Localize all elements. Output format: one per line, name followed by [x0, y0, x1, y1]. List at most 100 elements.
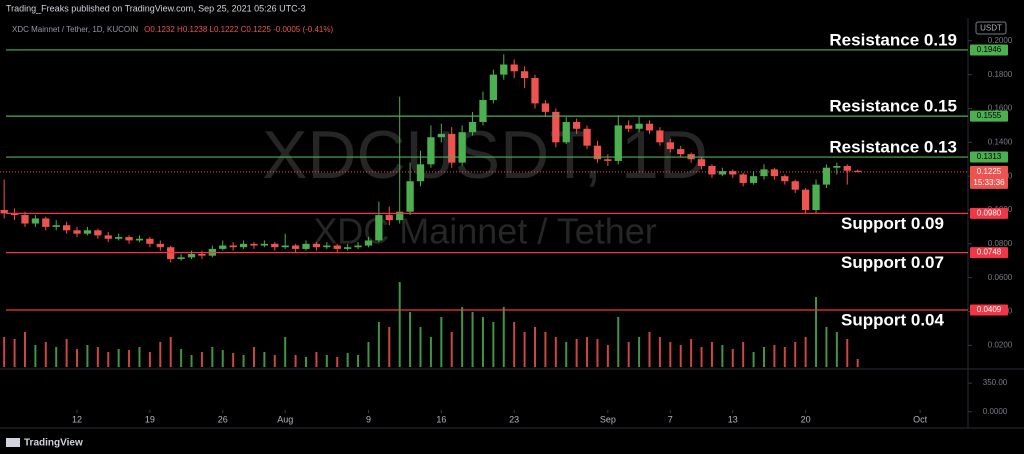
- candle-body: [458, 132, 466, 163]
- candle-body: [135, 238, 144, 241]
- candle-body: [479, 100, 487, 123]
- candle-body: [125, 237, 133, 241]
- volume-bar: [419, 327, 422, 367]
- candle-body: [281, 245, 289, 248]
- volume-bar: [669, 342, 672, 367]
- candle-body: [21, 215, 29, 224]
- volume-bar: [169, 337, 172, 367]
- y-tick-label: 0.1800: [988, 70, 1013, 79]
- candle-body: [396, 211, 404, 221]
- candle-body: [312, 243, 321, 248]
- candle-body: [791, 181, 799, 190]
- level-badge: [970, 110, 1008, 122]
- volume-bar: [440, 317, 443, 367]
- candle-body: [697, 159, 706, 167]
- level-badge-label: 0.1555: [977, 111, 1002, 120]
- candle-body: [416, 164, 425, 182]
- publisher-line: Trading_Freaks published on TradingView.…: [6, 3, 306, 13]
- logo-icon: [6, 438, 20, 447]
- candle-body: [344, 247, 352, 249]
- volume-bar: [252, 347, 255, 367]
- volume-bar: [794, 342, 797, 367]
- candle-body: [635, 123, 643, 129]
- level-badge: [970, 247, 1008, 259]
- candle-body: [572, 122, 581, 129]
- volume-bar: [523, 332, 526, 367]
- volume-bar: [825, 327, 828, 367]
- volume-bar: [305, 357, 308, 367]
- symbol-name: XDC Mainnet / Tether, 1D, KUCOIN: [12, 25, 138, 34]
- volume-bar: [658, 337, 661, 367]
- candle-body: [822, 167, 831, 185]
- volume-bar: [34, 345, 37, 367]
- candle-body: [375, 215, 383, 241]
- volume-bar: [835, 332, 838, 367]
- candle-body: [781, 176, 789, 182]
- candle-body: [562, 122, 570, 143]
- candle-body: [198, 253, 206, 256]
- candle-body: [625, 125, 633, 129]
- candle-body: [645, 123, 654, 131]
- volume-bar: [294, 355, 297, 367]
- level-annotation: Resistance 0.15: [829, 97, 957, 116]
- y-tick-label: 0.1600: [988, 104, 1013, 113]
- volume-bar: [263, 352, 266, 367]
- x-tick-label: 12: [72, 414, 82, 424]
- volume-bar: [731, 349, 734, 367]
- candle-body: [552, 111, 560, 143]
- level-badge-label: 0.0980: [977, 208, 1002, 217]
- candle-body: [364, 240, 373, 246]
- candle-body: [541, 103, 550, 112]
- currency-label: USDT: [980, 24, 1002, 33]
- candle-body: [666, 142, 674, 150]
- level-annotation: Resistance 0.19: [829, 30, 957, 49]
- y-tick-label: 0.1400: [988, 137, 1013, 146]
- volume-bar: [481, 317, 484, 367]
- candle-body: [239, 243, 248, 248]
- volume-bar: [398, 282, 401, 367]
- candle-body: [115, 237, 123, 239]
- candle-body: [843, 166, 851, 171]
- volume-bar: [13, 339, 16, 367]
- candle-body: [749, 176, 758, 183]
- countdown-label: 15:33:36: [973, 178, 1005, 187]
- candle-body: [656, 130, 664, 143]
- volume-bar: [242, 355, 245, 367]
- y-tick-label: 0.0000: [983, 407, 1008, 416]
- level-badge-label: 0.1313: [977, 152, 1002, 161]
- candle-body: [854, 170, 862, 172]
- candle-body: [406, 181, 414, 212]
- candle-body: [52, 225, 60, 227]
- candle-body: [354, 245, 362, 248]
- volume-bar: [148, 352, 151, 367]
- volume-bar: [190, 355, 193, 367]
- candle-body: [104, 235, 112, 239]
- candle-body: [187, 253, 196, 258]
- candle-body: [520, 71, 529, 79]
- volume-bar: [336, 357, 339, 367]
- candle-body: [385, 215, 393, 221]
- candle-body: [437, 133, 445, 138]
- candle-body: [31, 218, 40, 224]
- volume-bar: [773, 345, 776, 367]
- volume-bar: [846, 339, 849, 367]
- volume-bar: [575, 339, 578, 367]
- candle-body: [0, 209, 8, 214]
- last-price-label: 0.1225: [977, 167, 1002, 176]
- candle-body: [531, 78, 539, 104]
- volume-bar: [700, 347, 703, 367]
- level-annotation: Support 0.07: [841, 253, 944, 272]
- level-badge: [970, 207, 1008, 219]
- volume-bar: [55, 347, 58, 367]
- candle-body: [812, 184, 820, 210]
- level-badge: [970, 304, 1008, 316]
- volume-bar: [128, 350, 131, 367]
- volume-bar: [461, 307, 464, 367]
- watermark-subtitle: XDC Mainnet / Tether: [313, 211, 657, 252]
- candle-body: [489, 74, 498, 101]
- y-tick-label: 0.0200: [988, 340, 1013, 349]
- candle-body: [448, 133, 456, 163]
- level-badge-label: 0.1946: [977, 45, 1002, 54]
- candle-body: [10, 213, 19, 216]
- volume-bar: [544, 332, 547, 367]
